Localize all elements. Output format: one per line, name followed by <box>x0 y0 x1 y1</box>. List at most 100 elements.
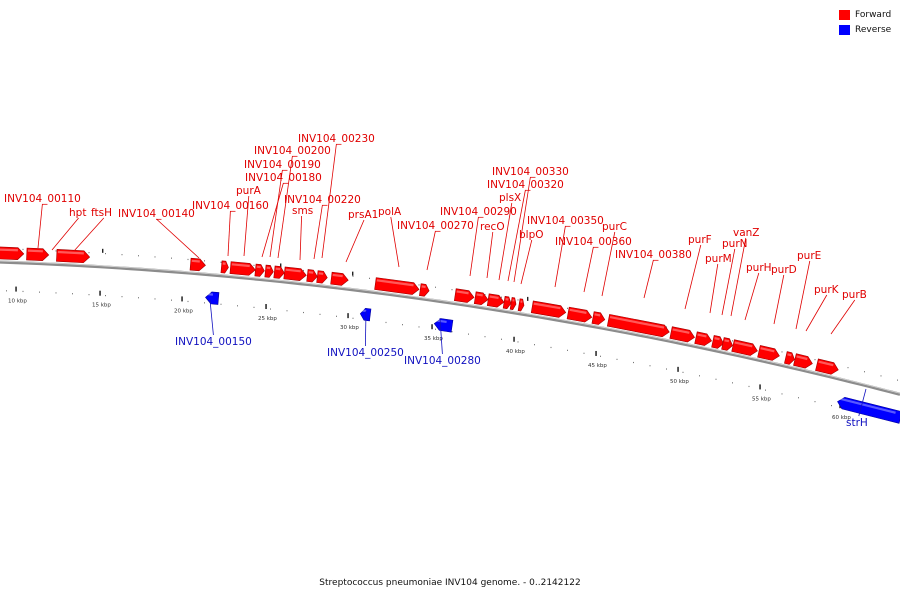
gene-leader-line <box>51 217 79 251</box>
forward-gene[interactable] <box>566 306 593 323</box>
gene-label[interactable]: purK <box>814 284 840 296</box>
gene-label[interactable]: INV104_00190 <box>244 159 321 171</box>
gene-leader-line <box>277 155 293 259</box>
forward-gene[interactable] <box>530 300 567 319</box>
forward-gene[interactable] <box>283 266 307 281</box>
gene-label[interactable]: purH <box>746 262 772 274</box>
forward-gene[interactable] <box>731 339 759 357</box>
minor-tick-top <box>567 307 568 309</box>
minor-tick-top <box>121 254 123 256</box>
gene-label[interactable]: purF <box>688 234 712 246</box>
gene-label[interactable]: INV104_00110 <box>4 193 81 205</box>
forward-gene[interactable] <box>784 351 795 366</box>
gene-label[interactable]: INV104_00160 <box>192 200 269 212</box>
forward-gene[interactable] <box>306 269 318 283</box>
forward-gene[interactable] <box>591 311 606 326</box>
gene-label[interactable]: purN <box>722 238 748 250</box>
gene-label[interactable]: INV104_00290 <box>440 206 517 218</box>
forward-gene[interactable] <box>453 288 475 304</box>
gene-label[interactable]: recO <box>480 221 505 233</box>
gene-arrow-shine <box>818 360 834 367</box>
gene-label[interactable]: INV104_00270 <box>397 220 474 232</box>
gene-label[interactable]: INV104_00280 <box>404 355 481 367</box>
forward-gene[interactable] <box>273 265 285 279</box>
gene-label[interactable]: INV104_00380 <box>615 249 692 261</box>
forward-gene[interactable] <box>517 298 525 312</box>
forward-gene[interactable] <box>711 335 725 349</box>
gene-label[interactable]: INV104_00360 <box>555 236 632 248</box>
reverse-gene[interactable] <box>433 318 454 333</box>
gene-label[interactable]: purE <box>797 250 821 262</box>
forward-gene[interactable] <box>26 247 50 262</box>
forward-gene[interactable] <box>330 271 349 286</box>
gene-arrow-shine <box>421 285 426 289</box>
forward-gene[interactable] <box>502 295 512 310</box>
scale-tick-label: 40 kbp <box>506 349 525 355</box>
reverse-gene[interactable] <box>836 396 900 424</box>
gene-label[interactable]: INV104_00180 <box>245 172 322 184</box>
forward-gene[interactable] <box>694 331 713 347</box>
gene-label[interactable]: INV104_00350 <box>527 215 604 227</box>
forward-gene[interactable] <box>793 353 813 370</box>
gene-arrow-shine <box>206 292 214 296</box>
gene-label[interactable]: INV104_00200 <box>254 145 331 157</box>
gene-label[interactable]: INV104_00250 <box>327 347 404 359</box>
forward-gene[interactable] <box>254 263 265 277</box>
gene-label[interactable]: hpt <box>69 207 86 219</box>
gene-label[interactable]: vanZ <box>733 227 760 239</box>
gene-label[interactable]: prsA1 <box>348 209 378 221</box>
gene-arrow <box>229 261 256 276</box>
forward-gene[interactable] <box>374 277 420 296</box>
forward-gene[interactable] <box>509 297 517 311</box>
forward-gene[interactable] <box>56 249 91 264</box>
gene-label[interactable]: purM <box>705 253 732 265</box>
gene-label[interactable]: INV104_00220 <box>284 194 361 206</box>
minor-tick-bottom <box>600 355 601 357</box>
gene-label[interactable]: purA <box>236 185 262 197</box>
gene-label[interactable]: INV104_00330 <box>492 166 569 178</box>
forward-gene[interactable] <box>189 257 206 272</box>
forward-gene[interactable] <box>669 326 696 344</box>
forward-gene[interactable] <box>316 270 328 284</box>
gene-label[interactable]: purC <box>602 221 627 233</box>
gene-leader-line <box>269 169 283 258</box>
scale-tick-label: 50 kbp <box>670 379 689 385</box>
gene-label[interactable]: sms <box>292 205 313 217</box>
gene-label[interactable]: blpO <box>519 229 544 241</box>
gene-leader-line <box>156 218 200 259</box>
gene-leader-line <box>830 299 856 335</box>
forward-gene[interactable] <box>264 264 274 278</box>
gene-arrow <box>793 353 813 369</box>
minor-tick-bottom <box>633 361 634 364</box>
forward-gene[interactable] <box>220 260 229 274</box>
gene-label[interactable]: plsX <box>499 192 521 204</box>
gene-label[interactable]: INV104_00320 <box>487 179 564 191</box>
forward-gene[interactable] <box>606 314 670 338</box>
forward-gene[interactable] <box>486 293 505 308</box>
gene-label[interactable]: INV104_00150 <box>175 336 252 348</box>
minor-tick-bottom <box>484 336 486 338</box>
forward-gene[interactable] <box>473 291 489 306</box>
gene-arrow <box>837 396 900 424</box>
forward-gene[interactable] <box>229 261 256 276</box>
forward-gene[interactable] <box>419 283 430 297</box>
gene-label[interactable]: INV104_00230 <box>298 133 375 145</box>
reverse-gene[interactable] <box>359 307 372 322</box>
minor-tick-bottom <box>270 308 271 310</box>
reverse-gene[interactable] <box>205 291 220 305</box>
gene-label[interactable]: polA <box>378 206 402 218</box>
gene-label[interactable]: purD <box>771 264 797 276</box>
forward-gene[interactable] <box>757 345 781 361</box>
gene-label[interactable]: INV104_00140 <box>118 208 195 220</box>
gene-label[interactable]: strH <box>846 417 868 429</box>
major-tick-top <box>352 271 354 276</box>
forward-gene[interactable] <box>815 358 839 376</box>
gene-label[interactable]: purB <box>842 289 867 301</box>
minor-tick-top <box>105 253 106 255</box>
forward-gene[interactable] <box>721 337 734 352</box>
gene-arrow-shine <box>734 341 753 348</box>
minor-tick-bottom <box>732 382 733 384</box>
forward-gene[interactable] <box>0 246 25 260</box>
gene-arrow-shine <box>839 397 896 414</box>
gene-label[interactable]: ftsH <box>91 207 112 219</box>
